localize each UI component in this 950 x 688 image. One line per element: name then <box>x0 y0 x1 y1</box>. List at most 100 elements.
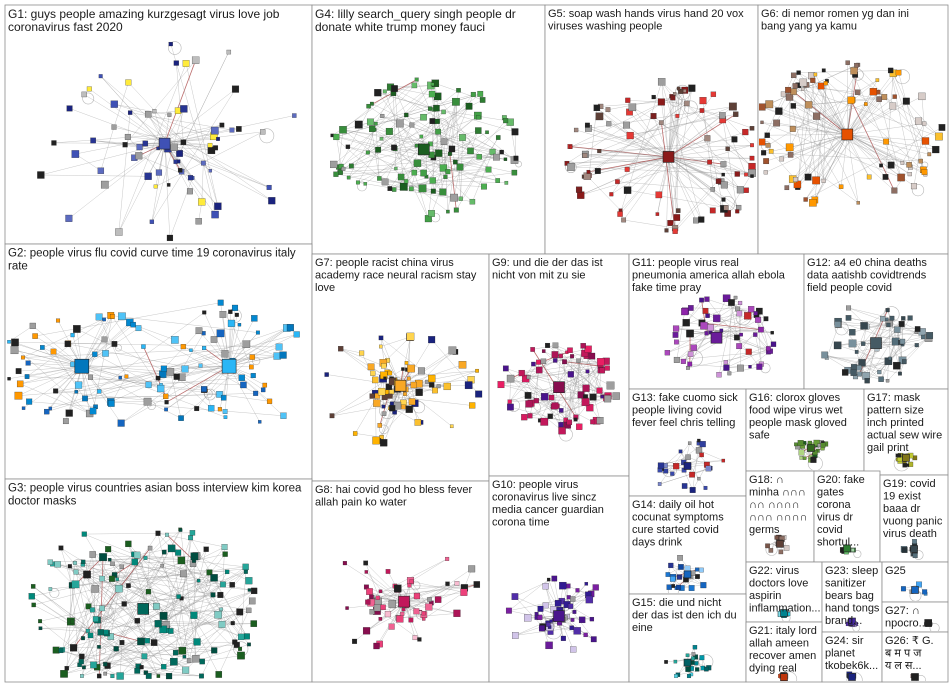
node <box>450 193 458 202</box>
node <box>427 597 432 602</box>
node <box>161 664 167 670</box>
node <box>445 556 450 561</box>
node <box>893 361 901 370</box>
node <box>894 326 901 333</box>
node <box>738 300 743 306</box>
node <box>448 145 456 153</box>
node <box>699 297 704 303</box>
node <box>80 674 84 678</box>
group-g14: G14: daily oil hot cocunat symptoms cure s… <box>628 495 747 595</box>
node <box>699 567 704 573</box>
node <box>681 308 689 316</box>
group-g24-nodes <box>846 671 857 681</box>
group-g8-network <box>342 556 481 650</box>
node <box>374 393 381 399</box>
node <box>171 336 179 344</box>
node <box>838 184 844 189</box>
group-g1-label: G1: guys people amazing kurzgesagt virus… <box>8 7 280 34</box>
node <box>238 374 245 381</box>
hub-node <box>911 586 919 594</box>
node <box>666 584 672 590</box>
group-g17-label: G17: mask pattern size inch printed actual … <box>867 392 942 454</box>
node <box>231 85 240 93</box>
node <box>238 646 243 651</box>
node <box>720 181 728 189</box>
node <box>686 329 694 338</box>
node <box>578 616 586 624</box>
node <box>333 133 340 141</box>
node <box>460 588 468 596</box>
node <box>559 408 564 413</box>
node <box>685 653 690 658</box>
node <box>391 144 397 151</box>
node <box>216 329 225 338</box>
node <box>186 188 193 195</box>
node <box>765 346 771 352</box>
node <box>675 208 681 213</box>
node <box>379 137 384 141</box>
node <box>569 625 574 631</box>
node <box>374 89 382 97</box>
node <box>789 125 796 132</box>
node <box>687 361 693 367</box>
group-g14-nodes <box>665 555 707 591</box>
group-g21-network <box>778 671 798 681</box>
node <box>399 182 408 191</box>
node <box>566 419 573 426</box>
hub-node <box>902 453 910 462</box>
group-g10-network <box>505 575 599 653</box>
node <box>180 139 187 146</box>
node <box>127 110 133 115</box>
node <box>160 563 164 568</box>
node <box>590 636 597 643</box>
node <box>572 609 577 614</box>
node <box>850 369 857 376</box>
group-g7: G7: people racist china virus academy rac… <box>311 253 490 482</box>
node <box>797 440 804 446</box>
node <box>64 666 69 671</box>
group-g25-nodes <box>900 581 928 596</box>
group-label-line: safe <box>749 429 770 441</box>
node <box>687 441 692 445</box>
node <box>773 119 781 127</box>
group-g26-nodes <box>910 673 919 681</box>
node <box>155 375 161 381</box>
node <box>927 152 932 157</box>
node <box>511 128 519 136</box>
group-g24-label: G24: sir planet tkobek6k... <box>825 635 878 672</box>
node <box>845 60 850 65</box>
node <box>768 148 774 154</box>
node <box>680 358 686 364</box>
node <box>152 109 157 114</box>
node <box>407 364 415 373</box>
node <box>142 140 149 147</box>
node <box>458 196 463 201</box>
group-label-line: G27: ∩ <box>885 605 920 617</box>
node <box>251 315 258 322</box>
node <box>255 330 260 335</box>
node <box>268 197 276 205</box>
hub-node <box>221 358 237 374</box>
node <box>567 347 573 353</box>
node <box>901 547 908 553</box>
node <box>689 487 696 493</box>
node <box>699 655 705 661</box>
node <box>198 198 206 206</box>
group-label-line: G22: virus <box>749 565 800 577</box>
node <box>881 94 888 100</box>
node <box>877 369 882 375</box>
node <box>369 594 374 599</box>
node <box>735 306 740 312</box>
node <box>720 161 727 168</box>
node <box>657 482 662 486</box>
group-label-line: G5: soap wash hands virus hand 20 vox <box>548 8 744 20</box>
node <box>860 322 868 330</box>
node <box>338 346 344 352</box>
node <box>721 172 725 177</box>
group-g3: G3: people virus countries asian boss in… <box>4 478 313 683</box>
node <box>707 324 714 332</box>
group-g18-network <box>765 534 790 556</box>
node <box>429 177 436 184</box>
node <box>721 458 726 463</box>
node <box>135 325 142 332</box>
